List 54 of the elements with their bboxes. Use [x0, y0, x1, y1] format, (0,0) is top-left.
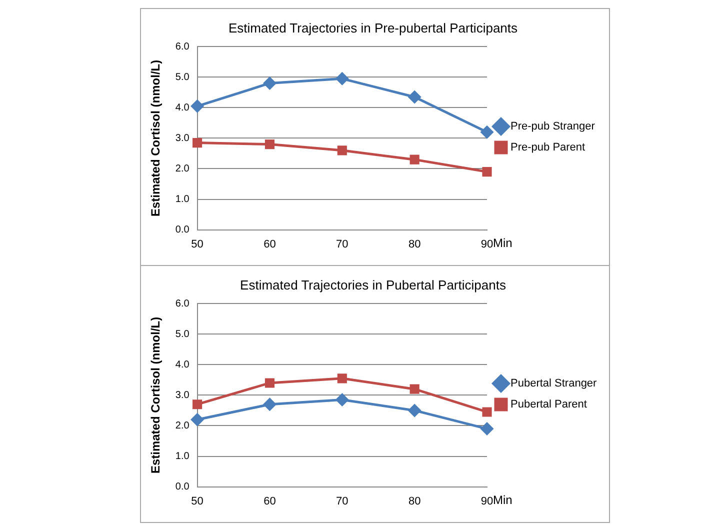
point	[337, 374, 347, 384]
point	[264, 378, 275, 388]
x-tick-label: 70	[336, 495, 348, 508]
point	[191, 413, 204, 426]
point	[482, 167, 492, 177]
x-tick-label: 50	[191, 238, 204, 250]
x-tick-label: 80	[408, 238, 421, 250]
point	[480, 126, 494, 138]
x-tick-label: 50	[191, 495, 204, 508]
legend-label: Pubertal Stranger	[510, 378, 598, 390]
x-axis-title: Min	[493, 236, 512, 250]
y-tick-label: 6.0	[175, 41, 190, 52]
point	[408, 90, 421, 104]
y-tick-label: 1.0	[175, 194, 190, 206]
point	[408, 404, 421, 417]
legend-label: Pubertal Parent	[510, 398, 587, 411]
point	[410, 154, 420, 164]
x-tick-label: 60	[264, 238, 276, 250]
y-axis-title: Estimated Cortisol (nmol/L)	[148, 60, 163, 217]
point	[191, 100, 204, 112]
x-tick-label: 90	[480, 238, 494, 250]
point	[192, 138, 202, 148]
chart-title: Estimated Trajectories in Pre-pubertal Participants	[228, 20, 518, 36]
y-axis-title: Estimated Cortisol (nmol/L)	[148, 316, 163, 474]
x-axis-title: Min	[493, 493, 512, 508]
y-tick-label: 3.0	[175, 390, 190, 401]
x-tick-label: 80	[408, 495, 421, 508]
point	[263, 76, 276, 90]
x-tick-label: 90	[480, 495, 494, 508]
point	[336, 394, 348, 406]
y-tick-label: 5.0	[175, 328, 190, 340]
y-tick-label: 6.0	[175, 298, 190, 310]
y-tick-label: 0.0	[175, 224, 190, 236]
y-tick-label: 0.0	[175, 482, 190, 493]
point	[482, 407, 492, 417]
point	[337, 146, 347, 156]
y-tick-label: 1.0	[175, 451, 190, 462]
x-tick-label: 60	[264, 495, 276, 508]
point	[480, 422, 494, 436]
point	[336, 72, 348, 85]
chart-title: Estimated Trajectories in Pubertal Participants	[240, 277, 506, 292]
y-tick-label: 5.0	[175, 72, 190, 83]
point	[264, 140, 275, 150]
point	[263, 398, 276, 411]
legend-label: Pre-pub Stranger	[510, 120, 596, 133]
y-tick-label: 3.0	[175, 132, 190, 144]
legend-label: Pre-pub Parent	[510, 142, 586, 154]
point	[192, 400, 202, 410]
y-tick-label: 4.0	[175, 359, 190, 370]
point	[410, 384, 420, 394]
y-tick-label: 4.0	[175, 102, 190, 114]
y-tick-label: 2.0	[175, 420, 190, 432]
x-tick-label: 70	[336, 238, 348, 250]
y-tick-label: 2.0	[175, 163, 190, 174]
